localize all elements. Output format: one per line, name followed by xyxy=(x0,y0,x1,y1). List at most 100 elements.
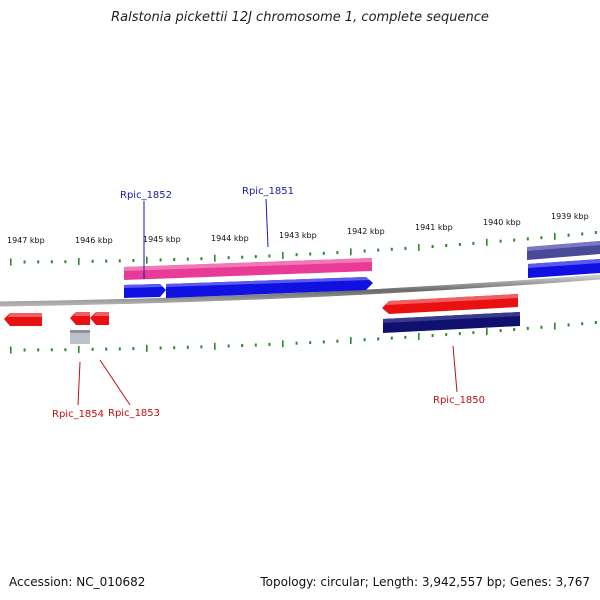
upper-ruler-minor-tick xyxy=(445,244,448,247)
feature-rpic-1853-red[interactable] xyxy=(90,312,109,325)
upper-ruler-minor-tick xyxy=(37,260,40,264)
upper-ruler-minor-tick xyxy=(567,233,570,237)
lower-ruler-minor-tick xyxy=(458,332,461,336)
upper-ruler xyxy=(10,231,597,266)
feature-left-red[interactable] xyxy=(4,313,42,326)
kbp-label-1939: 1939 kbp xyxy=(551,212,589,221)
kbp-label-1942: 1942 kbp xyxy=(347,227,385,236)
upper-ruler-minor-tick xyxy=(581,232,584,236)
upper-ruler-minor-tick xyxy=(526,237,529,241)
lower-ruler-minor-tick xyxy=(268,342,271,346)
gene-label-rpic-1854[interactable]: Rpic_1854 xyxy=(52,409,104,420)
upper-ruler-minor-tick xyxy=(540,236,543,240)
gene-label-rpic-1852[interactable]: Rpic_1852 xyxy=(120,190,172,201)
upper-ruler-minor-tick xyxy=(132,259,135,262)
lower-ruler-minor-tick xyxy=(23,348,26,352)
lower-ruler-minor-tick xyxy=(377,337,380,341)
summary-text: Topology: circular; Length: 3,942,557 bp… xyxy=(260,575,590,589)
lower-ruler-minor-tick xyxy=(540,325,543,329)
lower-ruler-minor-tick xyxy=(200,345,203,349)
upper-ruler-minor-tick xyxy=(431,245,434,248)
lower-ruler-minor-tick xyxy=(581,322,584,326)
gene-label-rpic-1851[interactable]: Rpic_1851 xyxy=(242,186,294,197)
lower-ruler-minor-tick xyxy=(322,340,325,344)
lower-ruler-minor-tick xyxy=(390,336,393,340)
lower-ruler-minor-tick xyxy=(173,346,176,350)
upper-ruler-minor-tick xyxy=(390,247,393,251)
upper-ruler-major-tick xyxy=(350,248,352,256)
feature-rpic-1851-blue[interactable] xyxy=(166,277,373,298)
upper-ruler-minor-tick xyxy=(594,231,597,234)
lower-ruler xyxy=(10,321,597,354)
feature-rpic-1850-red[interactable] xyxy=(382,294,518,314)
lower-ruler-minor-tick xyxy=(404,335,407,339)
upper-ruler-major-tick xyxy=(554,232,556,240)
kbp-label-1940: 1940 kbp xyxy=(483,218,521,227)
lower-ruler-major-tick xyxy=(554,322,556,330)
lower-ruler-minor-tick xyxy=(567,323,570,327)
upper-ruler-major-tick xyxy=(486,238,488,246)
upper-ruler-minor-tick xyxy=(336,251,339,255)
upper-ruler-minor-tick xyxy=(64,260,67,264)
upper-ruler-major-tick xyxy=(146,256,148,264)
upper-ruler-minor-tick xyxy=(241,255,244,259)
upper-ruler-minor-tick xyxy=(322,251,325,255)
kbp-label-1945: 1945 kbp xyxy=(143,235,181,244)
feature-rpic-1850-navy[interactable] xyxy=(383,312,520,333)
lower-ruler-minor-tick xyxy=(526,326,529,330)
feature-rpic-1854-grey[interactable] xyxy=(70,330,90,344)
upper-ruler-minor-tick xyxy=(227,256,230,260)
lower-ruler-minor-tick xyxy=(499,329,502,333)
lower-ruler-major-tick xyxy=(214,342,216,350)
upper-ruler-minor-tick xyxy=(50,260,53,264)
lower-ruler-minor-tick xyxy=(132,347,135,351)
leader-line-rpic-1851 xyxy=(265,198,269,248)
feature-right-purple[interactable] xyxy=(527,241,600,260)
lower-ruler-major-tick xyxy=(282,340,284,348)
upper-ruler-major-tick xyxy=(214,254,216,262)
upper-ruler-minor-tick xyxy=(105,259,108,263)
upper-ruler-minor-tick xyxy=(91,259,94,263)
kbp-label-1943: 1943 kbp xyxy=(279,231,317,240)
feature-rpic-1854-red[interactable] xyxy=(70,312,90,325)
lower-ruler-minor-tick xyxy=(309,341,312,345)
feature-rpic-1851-pink[interactable] xyxy=(124,258,372,280)
upper-ruler-major-tick xyxy=(282,251,284,259)
gene-label-rpic-1850[interactable]: Rpic_1850 xyxy=(433,395,485,406)
lower-ruler-minor-tick xyxy=(118,347,121,351)
lower-ruler-major-tick xyxy=(486,328,488,336)
upper-ruler-major-tick xyxy=(10,258,12,266)
upper-ruler-minor-tick xyxy=(295,253,298,257)
lower-ruler-minor-tick xyxy=(254,343,257,347)
leader-line-rpic-1854 xyxy=(77,361,81,406)
upper-ruler-minor-tick xyxy=(404,246,407,250)
leader-line-rpic-1853 xyxy=(99,359,131,406)
lower-ruler-minor-tick xyxy=(186,345,189,349)
kbp-label-1947: 1947 kbp xyxy=(7,236,45,245)
lower-ruler-minor-tick xyxy=(159,346,162,350)
lower-ruler-minor-tick xyxy=(91,347,94,351)
upper-ruler-minor-tick xyxy=(377,248,380,252)
leader-line-rpic-1850 xyxy=(452,345,458,393)
upper-ruler-minor-tick xyxy=(173,258,176,261)
feature-right-blue[interactable] xyxy=(528,259,600,278)
accession-text: Accession: NC_010682 xyxy=(9,575,146,589)
kbp-label-1944: 1944 kbp xyxy=(211,234,249,243)
upper-ruler-minor-tick xyxy=(23,260,26,264)
lower-ruler-minor-tick xyxy=(594,321,597,324)
lower-ruler-minor-tick xyxy=(336,339,339,343)
upper-ruler-major-tick xyxy=(78,258,80,265)
upper-ruler-minor-tick xyxy=(268,254,271,258)
upper-ruler-minor-tick xyxy=(186,257,189,261)
gene-label-rpic-1853[interactable]: Rpic_1853 xyxy=(108,408,160,419)
upper-ruler-minor-tick xyxy=(200,257,203,261)
feature-rpic-1852-blue[interactable] xyxy=(124,284,166,298)
lower-ruler-minor-tick xyxy=(295,341,298,345)
upper-ruler-minor-tick xyxy=(472,241,475,245)
lower-ruler-minor-tick xyxy=(105,347,108,351)
upper-ruler-minor-tick xyxy=(499,239,502,243)
lower-ruler-major-tick xyxy=(146,344,148,352)
upper-ruler-minor-tick xyxy=(458,243,461,246)
lower-ruler-minor-tick xyxy=(445,333,448,337)
